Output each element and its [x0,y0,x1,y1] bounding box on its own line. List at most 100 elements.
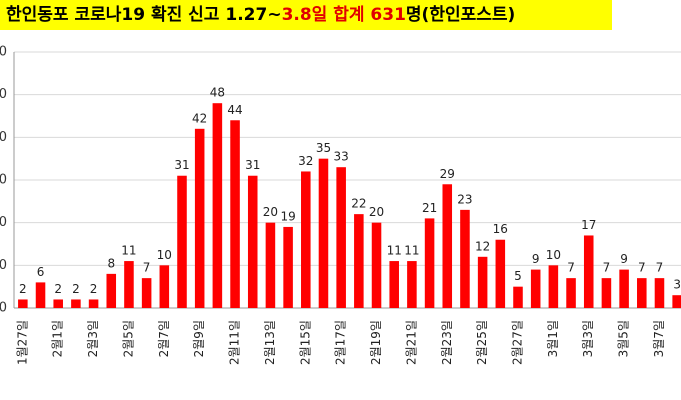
bar [424,218,435,308]
x-tick-label: 3월1일 [546,320,560,357]
chart-title: 한인동포 코로나19 확진 신고 1.27~3.8일 합계 631명(한인포스트… [6,4,515,25]
value-label: 35 [316,141,331,155]
bar [601,278,612,308]
bar [159,265,170,308]
bar [495,239,506,308]
bar [35,282,46,308]
bar [407,261,417,308]
bar [336,167,346,308]
value-label: 11 [121,244,136,258]
bar [513,286,523,308]
value-label: 10 [546,248,561,262]
y-tick-label: 10 [0,258,7,273]
x-tick-label: 2월1일 [51,320,65,357]
x-tick-label: 2월15일 [298,320,312,365]
x-tick-label: 2월25일 [475,320,489,365]
bar [371,222,382,308]
value-label: 12 [475,239,490,253]
bar [442,184,453,308]
x-tick-label: 2월5일 [121,320,135,357]
bar [477,256,488,308]
value-label: 31 [245,158,260,172]
y-tick-label: 40 [0,130,7,145]
x-tick-label: 2월23일 [440,320,454,365]
value-label: 10 [157,248,172,262]
bar [71,299,81,308]
value-label: 11 [387,244,402,258]
value-label: 7 [603,261,611,275]
value-label: 20 [369,205,384,219]
y-tick-label: 20 [0,215,7,230]
bar [53,299,63,308]
bar [88,299,99,308]
bar [672,295,681,308]
value-label: 7 [143,261,151,275]
bar [194,128,205,308]
y-tick-label: 60 [0,45,7,60]
bar [654,278,665,308]
bar [283,226,293,308]
bar [566,278,576,308]
bar [548,265,559,308]
value-label: 9 [532,252,540,266]
value-label: 16 [493,222,508,236]
x-tick-label: 3월3일 [581,320,595,357]
title-segment: 한인동포 코로나19 확진 신고 1.27~ [6,5,282,25]
value-label: 17 [581,218,596,232]
value-label: 2 [90,282,98,296]
value-label: 21 [422,201,437,215]
title-background [0,0,612,30]
title-segment: 3.8일 합계 631 [282,4,406,25]
y-tick-label: 50 [0,87,7,102]
x-tick-label: 2월11일 [228,320,242,365]
bar [301,171,311,308]
value-label: 7 [638,261,646,275]
value-label: 2 [19,282,27,296]
value-label: 11 [404,244,419,258]
value-label: 48 [210,86,225,100]
value-label: 2 [54,282,62,296]
value-label: 44 [227,103,242,117]
x-tick-label: 2월7일 [157,320,171,357]
bar [18,299,28,308]
bar [583,235,594,308]
bar [141,278,152,308]
value-label: 19 [280,209,295,223]
x-tick-label: 2월19일 [369,320,383,365]
x-tick-label: 2월17일 [334,320,348,365]
value-label: 29 [440,167,455,181]
value-label: 6 [37,265,45,279]
bar [389,261,399,308]
value-label: 42 [192,111,207,125]
value-label: 7 [656,261,664,275]
value-label: 33 [334,150,349,164]
value-label: 32 [298,154,313,168]
value-label: 5 [514,269,522,283]
bar [637,278,647,308]
x-tick-label: 1월27일 [15,320,29,365]
x-tick-label: 2월3일 [86,320,100,357]
value-label: 7 [567,261,575,275]
x-tick-label: 2월27일 [511,320,525,365]
y-tick-label: 30 [0,173,7,188]
bar [619,269,629,308]
bar [318,158,329,308]
bar [530,269,541,308]
bar [106,273,117,308]
bar [265,222,276,308]
x-tick-label: 3월5일 [617,320,631,357]
x-tick-label: 2월21일 [404,320,418,365]
value-label: 2 [72,282,80,296]
bar [124,261,134,308]
bar [230,120,240,309]
value-label: 31 [174,158,189,172]
bar [460,209,470,308]
x-tick-label: 2월9일 [192,320,206,357]
value-label: 8 [107,256,115,270]
bar [354,214,364,308]
x-tick-label: 3월7일 [652,320,666,357]
value-label: 23 [457,192,472,206]
title-segment: 명(한인포스트) [406,5,515,25]
value-label: 22 [351,197,366,211]
